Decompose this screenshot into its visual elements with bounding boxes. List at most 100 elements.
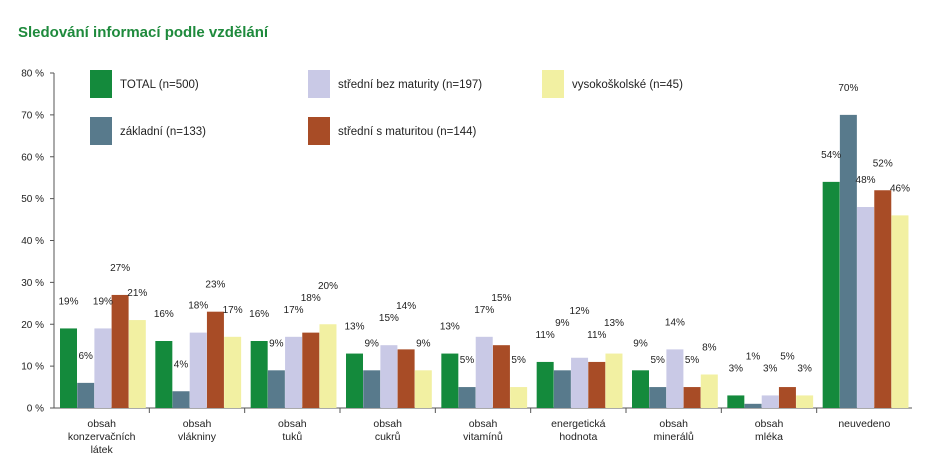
data-label: 13% [440,322,460,333]
x-tick-label: neuvedeno [838,418,890,430]
legend: TOTAL (n=500) střední bez maturity (n=197… [90,70,683,145]
bar [206,311,224,408]
data-label: 13% [604,318,624,329]
bar [588,361,606,408]
y-tick-label: 20 % [21,320,44,331]
bar [536,361,554,408]
data-label: 9% [555,318,570,329]
data-label: 3% [797,363,812,374]
data-label: 15% [491,293,511,304]
legend-swatch [308,117,330,145]
x-tick-label: obsah tuků [278,418,307,443]
data-label: 52% [873,158,893,169]
data-label: 11% [536,330,555,341]
data-label: 4% [174,359,189,370]
bar [77,382,95,408]
bar [319,324,337,408]
data-label: 3% [729,363,744,374]
bar [94,328,112,408]
bar [666,349,684,408]
bar [822,181,840,408]
bar [458,387,476,408]
y-tick-label: 80 % [21,69,44,80]
y-tick-label: 30 % [21,278,44,289]
bar [553,370,571,408]
bar [441,353,459,408]
bar [649,387,667,408]
bar [250,341,268,408]
bar [700,374,718,408]
data-label: 19% [58,296,78,307]
bar [857,207,875,408]
bar [727,395,745,408]
bar [683,387,701,408]
data-label: 27% [110,263,130,274]
data-label: 17% [284,305,304,316]
legend-label: TOTAL (n=500) [120,79,199,91]
data-label: 9% [633,338,648,349]
data-label: 9% [364,338,379,349]
bar [60,328,77,408]
legend-swatch [542,70,564,98]
legend-swatch [90,70,112,98]
legend-swatch [90,117,112,145]
data-labels: 19%6%19%27%21%16%4%18%23%17% 16%9%17%18%2… [58,83,910,375]
data-label: 6% [78,351,93,362]
bar [761,395,779,408]
data-label: 12% [570,306,590,317]
x-tick-label: energetická hodnota [551,418,605,443]
legend-label: vysokoškolské (n=45) [572,79,683,91]
legend-label: střední s maturitou (n=144) [338,126,477,138]
bar [397,349,415,408]
bar [267,370,285,408]
y-tick-label: 40 % [21,236,44,247]
bar [363,370,381,408]
x-tick-label: obsah mléka [755,418,784,443]
bar [891,215,909,408]
axes: 0 % 10 % 20 % 30 % 40 % 50 % 60 % 70 % 80 % obsah… [21,69,912,456]
data-label: 3% [763,363,778,374]
bar [632,370,649,408]
bar [605,353,623,408]
y-tick-label: 0 % [27,404,44,415]
legend-swatch [308,70,330,98]
data-label: 1% [746,351,761,362]
data-label: 5% [780,351,795,362]
x-tick-label: obsah cukrů [373,418,402,443]
data-label: 23% [205,280,225,291]
y-tick-label: 60 % [21,152,44,163]
bar [510,387,528,408]
data-label: 5% [460,355,475,366]
data-label: 5% [650,355,665,366]
bar [475,336,493,408]
x-tick-label: obsah vlákniny [178,418,217,443]
data-label: 13% [344,322,364,333]
data-label: 54% [821,150,841,161]
y-tick-label: 50 % [21,194,44,205]
bar [492,345,510,408]
data-label: 46% [890,183,910,194]
y-tick-label: 70 % [21,110,44,121]
data-label: 14% [396,301,416,312]
data-label: 14% [665,317,685,328]
bar [128,320,146,408]
data-label: 18% [301,293,321,304]
bar [111,294,129,408]
bar [285,336,303,408]
data-label: 70% [838,83,858,94]
bar [839,114,857,408]
bar [414,370,432,408]
data-label: 5% [685,355,700,366]
data-label: 9% [269,338,284,349]
data-label: 16% [249,309,269,320]
x-tick-label: obsah vitamínů [463,418,503,443]
data-label: 17% [474,305,494,316]
data-label: 21% [127,288,147,299]
bars [60,114,909,408]
y-tick-label: 10 % [21,362,44,373]
bar [224,336,242,408]
bar [744,403,762,408]
bar [380,345,398,408]
